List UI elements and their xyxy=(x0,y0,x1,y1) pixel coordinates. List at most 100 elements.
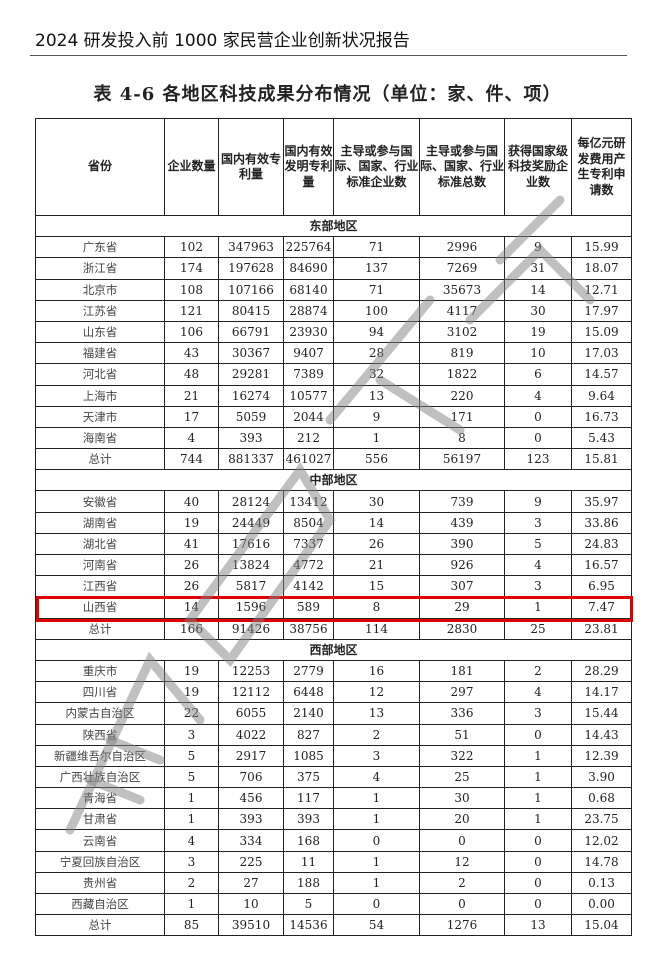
value-cell: 13 xyxy=(333,702,420,725)
province-cell: 安徽省 xyxy=(35,490,165,513)
value-cell: 27 xyxy=(218,871,284,895)
value-cell: 9 xyxy=(504,236,572,259)
value-cell: 347963 xyxy=(218,236,284,259)
value-cell: 181 xyxy=(419,659,505,683)
value-cell: 307 xyxy=(419,575,505,598)
value-cell: 556 xyxy=(333,448,420,471)
value-cell: 10577 xyxy=(283,384,334,407)
value-cell: 19 xyxy=(164,511,219,534)
value-cell: 14.17 xyxy=(571,681,632,704)
column-header: 获得国家级科技奖励企业数 xyxy=(504,118,572,216)
value-cell: 3 xyxy=(333,744,420,767)
value-cell: 10 xyxy=(218,892,284,916)
value-cell: 197628 xyxy=(218,257,284,280)
table-row: 江西省 26 5817 4142 15 307 3 6.95 xyxy=(35,575,632,598)
table-row: 山东省 106 66791 23930 94 3102 19 15.09 xyxy=(35,320,632,344)
table-row: 四川省 19 12112 6448 12 297 4 14.17 xyxy=(35,681,632,704)
value-cell: 23.75 xyxy=(571,808,632,831)
value-cell: 16.73 xyxy=(571,405,632,428)
column-header: 省份 xyxy=(35,118,165,216)
value-cell: 24449 xyxy=(218,511,284,534)
value-cell: 7389 xyxy=(283,363,334,386)
table-row: 上海市 21 16274 10577 13 220 4 9.64 xyxy=(35,384,632,407)
value-cell: 9 xyxy=(333,405,420,428)
value-cell: 334 xyxy=(218,829,284,852)
value-cell: 26 xyxy=(164,553,219,577)
value-cell: 30 xyxy=(333,490,420,513)
value-cell: 40 xyxy=(164,490,219,513)
value-cell: 2996 xyxy=(419,236,505,259)
value-cell: 51 xyxy=(419,723,505,746)
value-cell: 38756 xyxy=(283,617,334,640)
value-cell: 4 xyxy=(164,829,219,852)
value-cell: 1 xyxy=(504,787,572,810)
value-cell: 12 xyxy=(419,850,505,873)
value-cell: 24.83 xyxy=(571,532,632,556)
value-cell: 4142 xyxy=(283,575,334,598)
value-cell: 7337 xyxy=(283,532,334,556)
table-row: 安徽省 40 28124 13412 30 739 9 35.97 xyxy=(35,490,632,513)
value-cell: 8 xyxy=(419,426,505,450)
value-cell: 6 xyxy=(504,363,572,386)
value-cell: 56197 xyxy=(419,448,505,471)
value-cell: 9.64 xyxy=(571,384,632,407)
region-label: 中部地区 xyxy=(35,469,632,492)
value-cell: 4 xyxy=(504,553,572,577)
value-cell: 225 xyxy=(218,850,284,873)
value-cell: 819 xyxy=(419,342,505,365)
value-cell: 35673 xyxy=(419,278,505,301)
value-cell: 0 xyxy=(504,892,572,916)
value-cell: 12.02 xyxy=(571,829,632,852)
value-cell: 26 xyxy=(164,575,219,598)
value-cell: 9 xyxy=(504,490,572,513)
table-row: 天津市 17 5059 2044 9 171 0 16.73 xyxy=(35,405,632,428)
value-cell: 0 xyxy=(419,829,505,852)
value-cell: 19 xyxy=(504,320,572,344)
province-cell: 北京市 xyxy=(35,278,165,301)
value-cell: 137 xyxy=(333,257,420,280)
province-cell: 重庆市 xyxy=(35,659,165,683)
value-cell: 4 xyxy=(504,681,572,704)
value-cell: 1 xyxy=(504,596,572,619)
value-cell: 26 xyxy=(333,532,420,556)
value-cell: 2830 xyxy=(419,617,505,640)
value-cell: 4772 xyxy=(283,553,334,577)
table-row: 福建省 43 30367 9407 28 819 10 17.03 xyxy=(35,342,632,365)
table-row: 北京市 108 107166 68140 71 35673 14 12.71 xyxy=(35,278,632,301)
province-cell: 青海省 xyxy=(35,787,165,810)
value-cell: 4022 xyxy=(218,723,284,746)
value-cell: 106 xyxy=(164,320,219,344)
region-label: 东部地区 xyxy=(35,214,632,238)
value-cell: 2 xyxy=(333,723,420,746)
value-cell: 1596 xyxy=(218,596,284,619)
value-cell: 393 xyxy=(218,808,284,831)
value-cell: 0.00 xyxy=(571,892,632,916)
value-cell: 1 xyxy=(333,808,420,831)
value-cell: 12253 xyxy=(218,659,284,683)
province-cell: 总计 xyxy=(35,448,165,471)
value-cell: 114 xyxy=(333,617,420,640)
total-row: 总计 744 881337 461027 556 56197 123 15.81 xyxy=(35,448,632,471)
value-cell: 926 xyxy=(419,553,505,577)
value-cell: 589 xyxy=(283,596,334,619)
value-cell: 16.57 xyxy=(571,553,632,577)
value-cell: 744 xyxy=(164,448,219,471)
value-cell: 29 xyxy=(419,596,505,619)
value-cell: 2779 xyxy=(283,659,334,683)
value-cell: 17.03 xyxy=(571,342,632,365)
province-cell: 广西壮族自治区 xyxy=(35,765,165,789)
value-cell: 17616 xyxy=(218,532,284,556)
value-cell: 2140 xyxy=(283,702,334,725)
column-header: 主导或参与国际、国家、行业标准总数 xyxy=(419,118,505,216)
value-cell: 706 xyxy=(218,765,284,789)
value-cell: 1 xyxy=(333,426,420,450)
value-cell: 19 xyxy=(164,659,219,683)
value-cell: 0 xyxy=(504,871,572,895)
value-cell: 5.43 xyxy=(571,426,632,450)
document-header: 2024 研发投入前 1000 家民营企业创新状况报告 xyxy=(35,31,410,51)
table-row: 广东省 102 347963 225764 71 2996 9 15.99 xyxy=(35,236,632,259)
value-cell: 4 xyxy=(164,426,219,450)
value-cell: 41 xyxy=(164,532,219,556)
value-cell: 8504 xyxy=(283,511,334,534)
value-cell: 85 xyxy=(164,914,219,937)
